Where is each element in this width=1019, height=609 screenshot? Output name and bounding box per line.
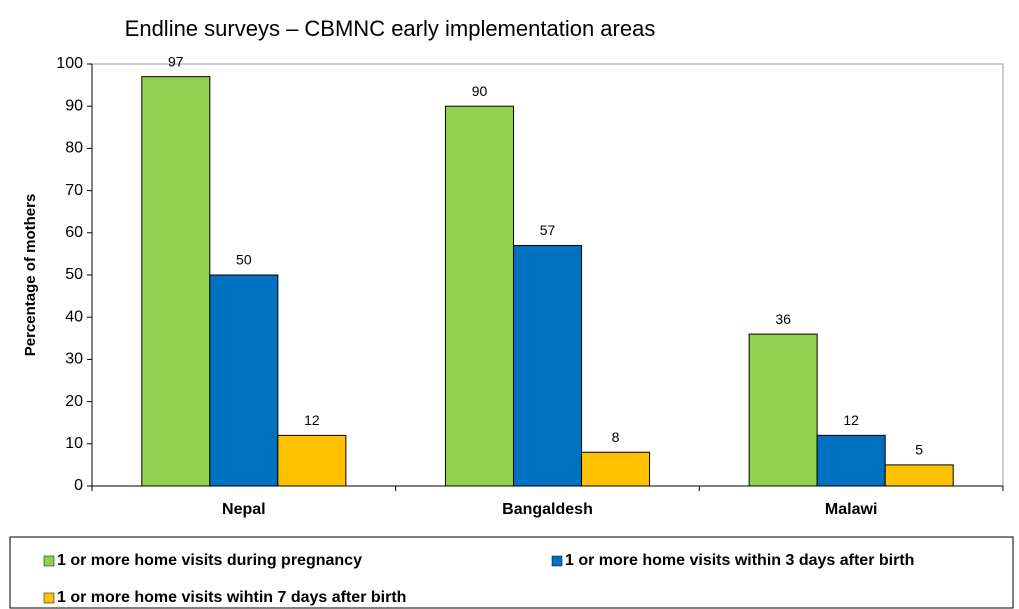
bar [816,434,886,487]
bar [141,76,211,487]
legend-label: 1 or more home visits within 3 days afte… [565,552,914,569]
bar [748,333,818,487]
data-label: 97 [168,53,184,69]
x-tick-label: Malawi [825,501,877,518]
y-tick-label: 40 [65,308,83,325]
bar [581,451,651,487]
data-label: 36 [775,311,791,327]
y-tick-label: 60 [65,224,83,241]
data-label: 57 [540,222,556,238]
legend-swatch [43,555,55,567]
bar [277,434,347,487]
y-tick-label: 100 [56,55,83,72]
chart-title: Endline surveys – CBMNC early implementa… [125,16,656,41]
y-tick-label: 20 [65,393,83,410]
bar [209,274,279,487]
legend-swatch [551,555,563,567]
y-tick-label: 70 [65,182,83,199]
y-tick-label: 80 [65,140,83,157]
y-tick-label: 50 [65,266,83,283]
y-tick-label: 0 [74,477,83,494]
y-tick-label: 10 [65,435,83,452]
y-axis-label: Percentage of mothers [22,194,39,357]
data-label: 50 [236,252,252,268]
y-tick-label: 90 [65,97,83,114]
legend-label: 1 or more home visits during pregnancy [57,552,362,569]
bar [884,464,954,487]
data-label: 5 [915,442,923,458]
legend-label: 1 or more home visits wihtin 7 days afte… [57,589,406,606]
y-tick-label: 30 [65,351,83,368]
x-tick-label: Bangaldesh [502,501,593,518]
x-tick-label: Nepal [222,501,266,518]
data-label: 8 [612,429,620,445]
data-label: 12 [304,412,320,428]
bar [512,244,583,487]
legend-box [9,536,1014,609]
bar [444,105,514,487]
data-label: 90 [472,83,488,99]
data-label: 12 [843,412,859,428]
legend-swatch [43,592,55,604]
